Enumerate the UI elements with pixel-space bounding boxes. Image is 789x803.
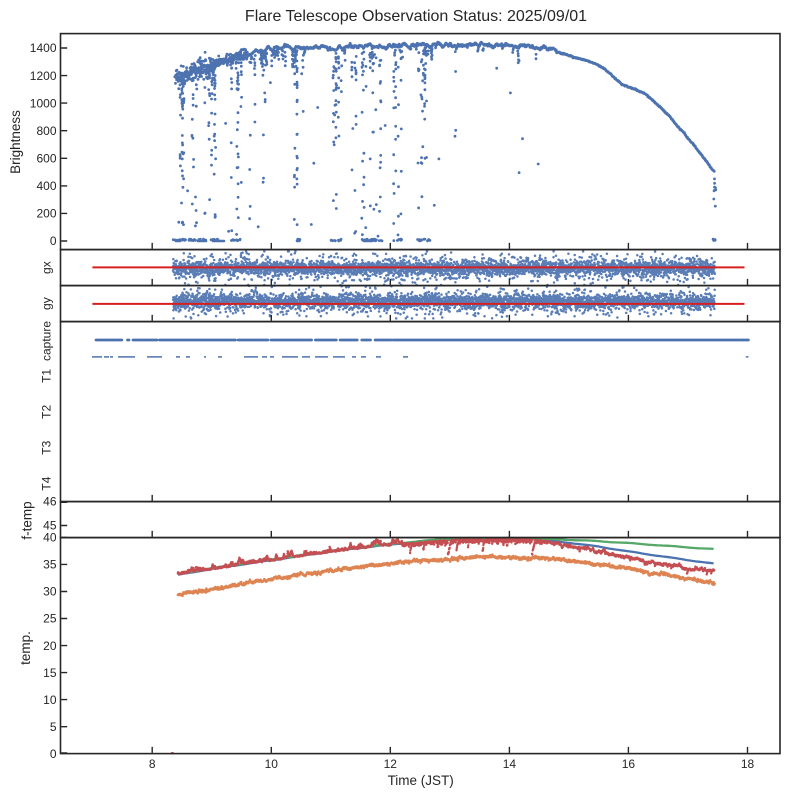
svg-text:0: 0	[50, 234, 57, 248]
svg-text:1000: 1000	[30, 96, 57, 110]
svg-text:gy: gy	[39, 297, 53, 310]
svg-text:Brightness: Brightness	[8, 110, 23, 174]
svg-text:600: 600	[36, 152, 56, 166]
svg-text:gx: gx	[39, 261, 53, 274]
svg-text:800: 800	[36, 124, 56, 138]
svg-text:8: 8	[149, 757, 156, 771]
svg-text:temp.: temp.	[18, 631, 33, 665]
svg-text:15: 15	[43, 666, 57, 680]
svg-text:Time (JST): Time (JST)	[388, 773, 454, 788]
svg-text:200: 200	[36, 207, 56, 221]
svg-text:46: 46	[43, 495, 57, 509]
svg-text:1400: 1400	[30, 41, 57, 55]
svg-text:T4: T4	[39, 476, 53, 490]
svg-text:10: 10	[265, 757, 279, 771]
svg-text:20: 20	[43, 639, 57, 653]
svg-text:14: 14	[503, 757, 517, 771]
svg-text:Flare Telescope Observation St: Flare Telescope Observation Status: 2025…	[245, 8, 587, 25]
svg-text:12: 12	[384, 757, 398, 771]
svg-text:30: 30	[43, 585, 57, 599]
svg-text:25: 25	[43, 612, 57, 626]
svg-text:capture: capture	[39, 321, 53, 361]
svg-text:45: 45	[43, 519, 57, 533]
svg-text:40: 40	[43, 531, 57, 545]
svg-text:16: 16	[622, 757, 636, 771]
svg-text:T3: T3	[39, 440, 53, 454]
svg-text:T1: T1	[39, 369, 53, 383]
svg-text:1200: 1200	[30, 69, 57, 83]
svg-text:f-temp: f-temp	[20, 501, 35, 539]
svg-text:5: 5	[50, 720, 57, 734]
svg-text:400: 400	[36, 179, 56, 193]
svg-text:T2: T2	[39, 404, 53, 418]
svg-text:35: 35	[43, 558, 57, 572]
svg-text:0: 0	[50, 747, 57, 761]
svg-text:18: 18	[741, 757, 755, 771]
svg-text:10: 10	[43, 693, 57, 707]
